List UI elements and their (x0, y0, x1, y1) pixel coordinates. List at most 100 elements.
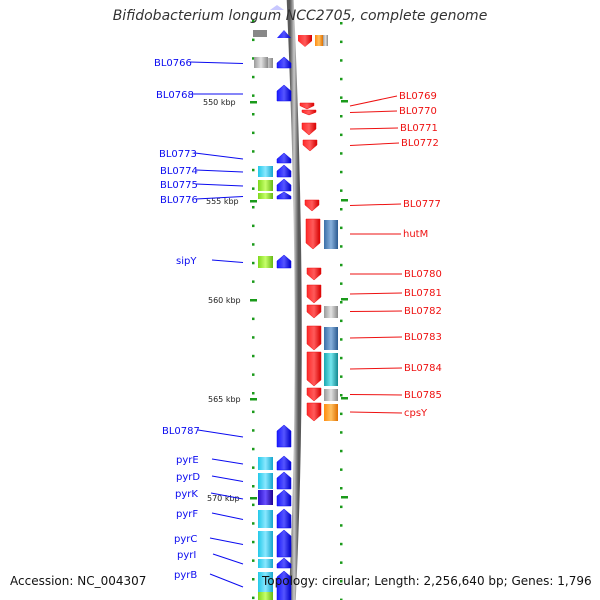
gene-arrow-bl0766[interactable] (276, 56, 292, 69)
gene-arrow-hutm[interactable] (305, 218, 321, 250)
cog-block-sipy (258, 256, 273, 268)
gene-label-cpsy[interactable]: cpsY (404, 408, 428, 419)
gene-arrow-bl0775[interactable] (276, 178, 292, 192)
scale-dot (340, 561, 343, 564)
scale-dot (252, 578, 255, 581)
scale-dot (252, 466, 255, 469)
gene-label-bl0787[interactable]: BL0787 (162, 426, 200, 437)
kbp-scale: 550 kbp 555 kbp 560 kbp 565 kbp 570 kbp (203, 98, 348, 503)
scale-dot (340, 487, 343, 490)
gene-arrow-bl0776[interactable] (276, 191, 292, 200)
gene-arrow-bl0783[interactable] (306, 325, 322, 351)
gene-arrow-pyrd[interactable] (276, 471, 292, 490)
gene-label-bl0776[interactable]: BL0776 (160, 195, 198, 206)
gene-arrow-bl0773[interactable] (276, 152, 292, 164)
leader-line-pyre (211, 458, 244, 465)
scale-dot (340, 22, 343, 25)
gene-arrow-sipy[interactable] (276, 254, 292, 269)
gene-label-pyrk[interactable]: pyrK (175, 489, 198, 500)
scale-dot (252, 559, 255, 562)
scale-dot (340, 412, 343, 416)
gene-arrow-cpsy[interactable] (306, 402, 322, 422)
gene-arrow-bl0777[interactable] (304, 199, 320, 212)
gene-label-bl0785[interactable]: BL0785 (404, 390, 442, 401)
scale-dot (340, 263, 343, 267)
accession-text: Accession: NC_004307 (10, 574, 147, 588)
gene-label-bl0781[interactable]: BL0781 (404, 288, 442, 299)
gene-label-bl0769[interactable]: BL0769 (399, 91, 437, 102)
gene-label-bl0770[interactable]: BL0770 (399, 106, 437, 117)
leader-line-bl0772 (349, 142, 400, 146)
gene-label-pyrf[interactable]: pyrF (176, 509, 198, 520)
scale-dot (340, 170, 343, 174)
scale-dot (252, 150, 255, 153)
scale-dot (340, 133, 343, 137)
gene-label-bl0774[interactable]: BL0774 (160, 166, 198, 177)
gene-label-pyrd[interactable]: pyrD (176, 472, 200, 483)
kbp-tick-left-565 (250, 398, 257, 401)
genome-backbone (286, 0, 302, 600)
gene-arrow-bl0781[interactable] (306, 284, 322, 304)
gene-label-pyrc[interactable]: pyrC (174, 534, 197, 545)
scale-dot (252, 336, 255, 339)
gene-arrow-bl0770[interactable] (301, 109, 317, 116)
gene-label-bl0784[interactable]: BL0784 (404, 363, 442, 374)
gene-label-bl0768[interactable]: BL0768 (156, 90, 194, 101)
cog-block-bl0782 (324, 306, 338, 318)
scale-dot (340, 40, 343, 44)
gene-label-bl0777[interactable]: BL0777 (403, 199, 441, 210)
gene-arrow-bl0769[interactable] (299, 102, 315, 110)
gene-label-pyri[interactable]: pyrI (177, 550, 196, 561)
reverse-strand-genes: BL0769 BL0770 BL0771 BL0772 BL0777 hutM BL0780… (298, 35, 442, 422)
gene-arrow-bl0768[interactable] (276, 84, 292, 102)
scale-dot (340, 338, 343, 341)
scale-dot (340, 189, 343, 192)
scale-dot (252, 354, 255, 358)
gene-label-bl0766[interactable]: BL0766 (154, 58, 192, 69)
gene-arrow-pyrf[interactable] (276, 508, 292, 529)
gene-label-pyre[interactable]: pyrE (176, 455, 199, 466)
cog-block-top-orange (315, 35, 323, 46)
gene-arrow-bl0782[interactable] (306, 304, 322, 319)
scale-dot (252, 38, 255, 42)
gene-arrow-top-rev (298, 35, 312, 47)
gene-label-bl0773[interactable]: BL0773 (159, 149, 197, 160)
gene-label-bl0782[interactable]: BL0782 (404, 306, 442, 317)
gene-arrow-bl0780[interactable] (306, 267, 322, 281)
scale-dot (252, 187, 255, 190)
scale-dot (340, 431, 343, 434)
gene-label-bl0771[interactable]: BL0771 (400, 123, 438, 134)
gene-label-sipy[interactable]: sipY (176, 256, 197, 267)
gene-arrow-pyrb[interactable] (276, 570, 292, 600)
scale-dot (340, 598, 343, 600)
gene-label-pyrb[interactable]: pyrB (174, 570, 197, 581)
leader-line-bl0783 (349, 336, 403, 339)
gene-label-bl0775[interactable]: BL0775 (160, 180, 198, 191)
gene-label-bl0783[interactable]: BL0783 (404, 332, 442, 343)
gene-arrow-pyre[interactable] (276, 455, 292, 471)
scale-dot (252, 94, 255, 97)
gene-arrow-bl0771[interactable] (301, 122, 317, 136)
leader-line-bl0785 (349, 394, 403, 396)
scale-dot (252, 168, 255, 172)
leader-line-bl0781 (349, 292, 403, 295)
genome-summary-text: Topology: circular; Length: 2,256,640 bp… (262, 574, 592, 588)
kbp-tick-left-550 (250, 101, 257, 104)
leader-line-pyrf (211, 512, 244, 520)
cog-block-pyre (258, 457, 273, 470)
scale-dot (252, 447, 255, 451)
gene-arrow-bl0784[interactable] (306, 351, 322, 387)
gene-label-hutm[interactable]: hutM (403, 229, 428, 240)
gene-arrow-bl0774[interactable] (276, 164, 292, 178)
gene-arrow-bl0787[interactable] (276, 424, 292, 448)
gene-label-bl0780[interactable]: BL0780 (404, 269, 442, 280)
cog-block-bl0775 (258, 180, 273, 191)
gene-label-bl0772[interactable]: BL0772 (401, 138, 439, 149)
gene-arrow-pyrk[interactable] (276, 489, 292, 507)
gene-arrow-bl0772[interactable] (302, 139, 318, 152)
kbp-tick-left-570 (250, 497, 257, 500)
gene-arrow-pyrc[interactable] (276, 529, 292, 558)
cog-block-bl0783 (324, 327, 338, 350)
gene-arrow-bl0785[interactable] (306, 387, 322, 402)
gene-arrow-pyri[interactable] (276, 557, 292, 569)
